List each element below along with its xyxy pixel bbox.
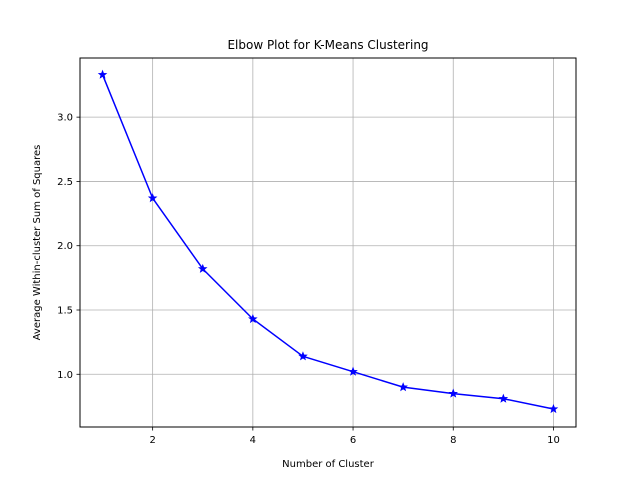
x-tick-label: 4 — [250, 435, 256, 446]
x-tick-label: 10 — [547, 435, 560, 446]
data-point — [248, 313, 258, 324]
chart-title: Elbow Plot for K-Means Clustering — [227, 38, 428, 52]
y-tick-label: 1.0 — [57, 370, 73, 381]
y-axis-ticks: 1.0 1.5 2.0 2.5 3.0 — [57, 113, 80, 381]
data-point — [348, 366, 358, 376]
data-point — [548, 403, 559, 414]
x-tick-label: 2 — [149, 435, 155, 446]
y-tick-label: 3.0 — [57, 113, 73, 124]
series-line — [101, 74, 554, 410]
data-point — [398, 382, 408, 392]
y-axis-title: Average Within-cluster Sum of Squares — [32, 145, 43, 341]
y-tick-label: 1.5 — [57, 306, 73, 317]
series-layer — [97, 69, 559, 414]
x-tick-label: 6 — [350, 435, 356, 446]
data-point — [197, 263, 208, 273]
x-tick-label: 8 — [450, 435, 456, 446]
y-tick-label: 2.5 — [57, 177, 73, 188]
data-point — [97, 69, 108, 79]
data-point — [298, 351, 308, 361]
y-tick-label: 2.0 — [57, 241, 73, 252]
data-point — [147, 193, 158, 203]
grid — [80, 58, 576, 427]
data-point — [448, 388, 459, 398]
data-point — [498, 393, 509, 403]
x-axis-title: Number of Cluster — [282, 459, 375, 470]
x-axis-ticks: 2 4 6 8 10 — [149, 427, 560, 446]
plot-frame — [79, 57, 577, 428]
